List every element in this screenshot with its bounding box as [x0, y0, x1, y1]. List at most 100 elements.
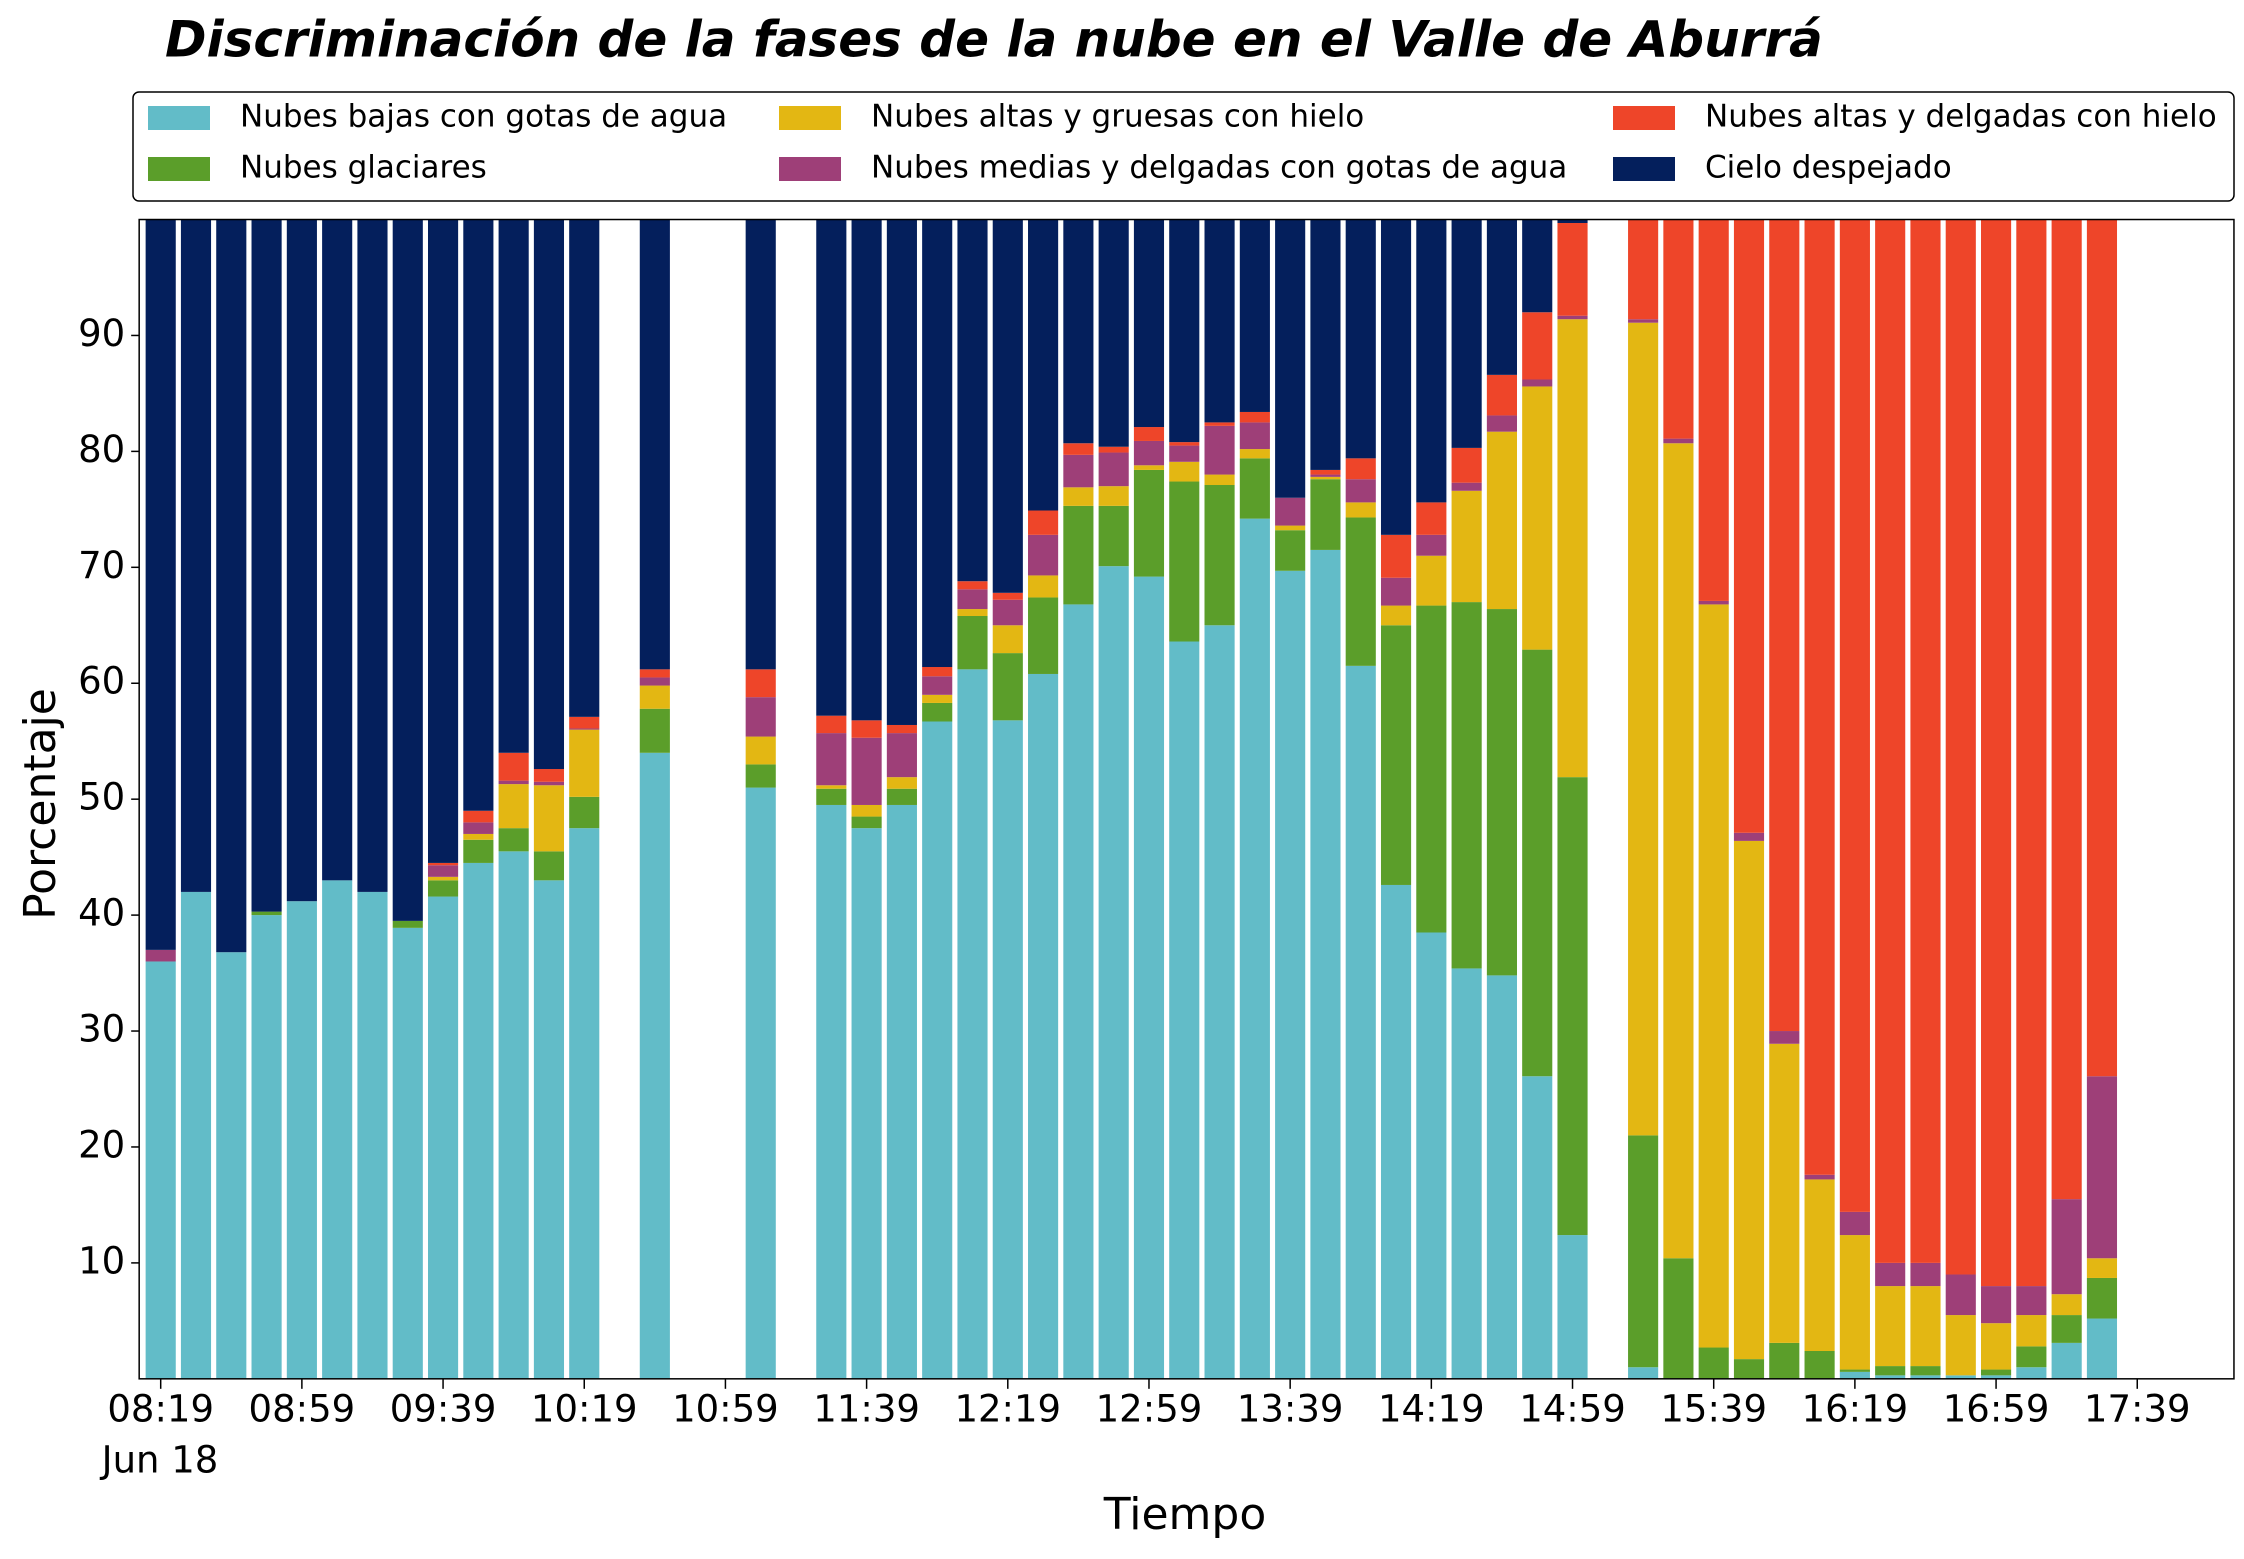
- bar-segment: [1733, 1359, 1765, 1379]
- bar-segment: [569, 728, 600, 730]
- bar-segment: [1698, 604, 1729, 1348]
- bar-segment: [639, 685, 670, 709]
- bar-segment: [357, 891, 388, 1379]
- bar-segment: [2051, 1315, 2082, 1343]
- x-tick-label: 10:59: [672, 1388, 779, 1431]
- bar-segment: [498, 851, 529, 1379]
- bar-segment: [1486, 219, 1517, 375]
- bar-segment: [1839, 1235, 1870, 1370]
- bar-segment: [1486, 975, 1517, 1379]
- bar-segment: [463, 833, 494, 840]
- x-tick-label: 14:19: [1378, 1388, 1485, 1431]
- legend-swatch: [148, 157, 210, 181]
- bar-segment: [1416, 605, 1447, 933]
- bar-segment: [533, 769, 565, 782]
- bar-segment: [1063, 443, 1094, 455]
- bar-segment: [1910, 1366, 1941, 1376]
- bar-segment: [1275, 530, 1306, 571]
- bar-segment: [1416, 502, 1447, 535]
- bar-segment: [1275, 570, 1306, 1379]
- bar-segment: [1063, 454, 1094, 488]
- bar-segment: [392, 219, 423, 921]
- bar-segment: [1345, 502, 1376, 518]
- x-tick-label: 10:19: [531, 1388, 638, 1431]
- bar-segment: [1769, 219, 1800, 1032]
- bar-segment: [1345, 458, 1376, 480]
- bar-segment: [1733, 219, 1765, 833]
- legend-swatch: [148, 106, 210, 130]
- bar-segment: [851, 804, 882, 817]
- bar-segment: [1239, 411, 1270, 423]
- bar-segment: [498, 828, 529, 852]
- bar-segment: [1380, 219, 1412, 535]
- bar-segment: [427, 896, 459, 1379]
- bar-segment: [992, 653, 1023, 721]
- bar-segment: [569, 716, 600, 729]
- bar-segment: [1310, 469, 1341, 475]
- bar-segment: [2016, 219, 2047, 1287]
- legend-swatch: [779, 106, 841, 130]
- bar-segment: [533, 880, 565, 1379]
- bar-segment: [957, 616, 988, 670]
- bar-segment: [1239, 449, 1270, 459]
- bar-segment: [1275, 219, 1306, 498]
- bar-segment: [922, 219, 953, 668]
- bar-segment: [1380, 534, 1412, 578]
- bar-segment: [1910, 219, 1941, 1263]
- bar-segment: [569, 219, 600, 717]
- bar-segment: [886, 219, 917, 725]
- bar-segment: [1698, 600, 1729, 605]
- bar-segment: [1522, 649, 1553, 1077]
- bar-segment: [1169, 461, 1200, 482]
- bar-segment: [1981, 1369, 2012, 1376]
- bar-segment: [816, 788, 847, 805]
- bar-segment: [992, 625, 1023, 654]
- chart-title: Discriminación de la fases de la nube en…: [165, 11, 1823, 69]
- bar-segment: [745, 764, 776, 788]
- bar-segment: [639, 219, 670, 670]
- bar-segment: [1028, 673, 1059, 1379]
- bar-segment: [1169, 445, 1200, 462]
- bar-segment: [1804, 1174, 1835, 1180]
- y-tick-label: 70: [78, 544, 125, 587]
- bar-segment: [1875, 1375, 1906, 1379]
- bar-segment: [1169, 442, 1200, 446]
- bar-segment: [251, 219, 282, 912]
- bar-segment: [1345, 479, 1376, 503]
- bar-segment: [922, 694, 953, 703]
- bar-segment: [851, 219, 882, 721]
- legend-swatch: [1613, 157, 1675, 181]
- bar-segment: [1663, 1258, 1694, 1379]
- bar-segment: [1310, 219, 1341, 470]
- bar-segment: [1451, 490, 1482, 603]
- bar-segment: [1028, 597, 1059, 674]
- bar-segment: [1239, 422, 1270, 450]
- bar-segment: [1769, 1342, 1800, 1379]
- bar-segment: [816, 219, 847, 716]
- bar-segment: [1557, 319, 1588, 778]
- bar-segment: [1451, 447, 1482, 483]
- bar-segment: [1910, 1286, 1941, 1367]
- bar-segment: [533, 851, 565, 881]
- bar-segment: [1169, 219, 1200, 443]
- bar-segment: [427, 219, 459, 863]
- bar-segment: [392, 927, 423, 1379]
- bar-segment: [498, 219, 529, 753]
- bar-segment: [1380, 625, 1412, 885]
- bar-segment: [922, 676, 953, 695]
- bar-segment: [1486, 609, 1517, 976]
- bar-segment: [1098, 566, 1129, 1379]
- bar-segment: [216, 219, 247, 953]
- bar-segment: [2051, 219, 2082, 1200]
- bar-segment: [1875, 1262, 1906, 1287]
- bar-segment: [1380, 884, 1412, 1379]
- bar-segment: [639, 669, 670, 678]
- bar-segment: [957, 219, 988, 582]
- bar-segment: [745, 787, 776, 1379]
- bar-segment: [1345, 665, 1376, 1379]
- legend-swatch: [1613, 106, 1675, 130]
- bar-segment: [1557, 777, 1588, 1236]
- bar-segment: [251, 915, 282, 1379]
- bar-segment: [1310, 474, 1341, 477]
- bar-segment: [533, 785, 565, 852]
